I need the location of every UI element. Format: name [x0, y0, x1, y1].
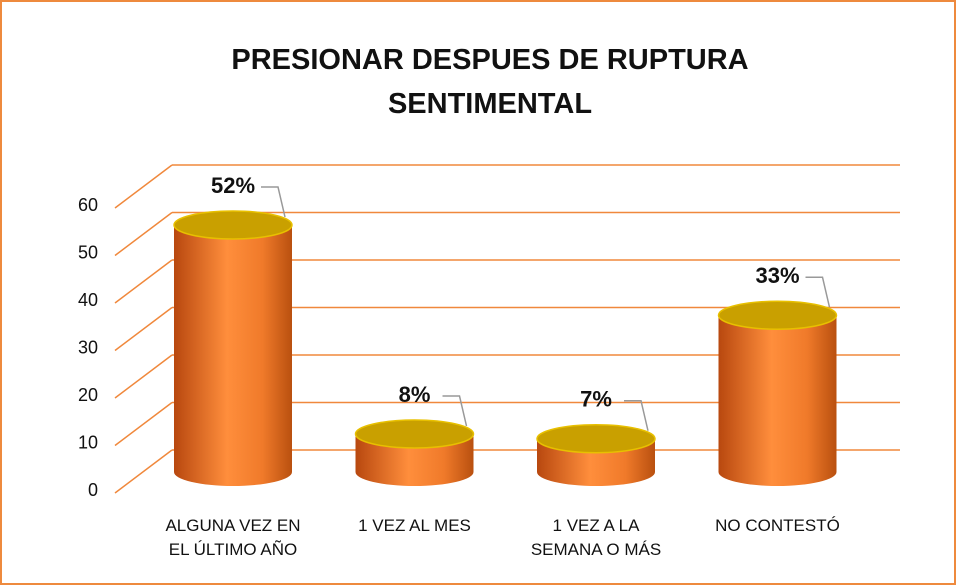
value-label: 8%	[399, 382, 431, 407]
floor-grid-line	[114, 211, 173, 257]
x-tick-label: NO CONTESTÓ	[715, 516, 840, 535]
cylinder-top	[354, 419, 475, 449]
cylinder-top	[173, 210, 293, 240]
y-tick-label: 10	[78, 432, 98, 452]
x-tick-label: ALGUNA VEZ EN EL ÚLTIMO AÑO	[165, 516, 301, 559]
floor-grid-line	[114, 449, 173, 494]
y-tick-label: 40	[78, 290, 98, 310]
cylinder	[536, 424, 656, 486]
cylinder-top	[536, 424, 656, 454]
y-tick-label: 20	[78, 385, 98, 405]
value-label: 7%	[580, 387, 612, 412]
cylinder-side	[174, 225, 292, 486]
leader-line	[442, 395, 468, 427]
floor-grid-line	[114, 401, 173, 447]
cylinder-side	[718, 315, 837, 486]
floor-grid-line	[114, 164, 173, 209]
chart-title: PRESIONAR DESPUES DE RUPTURA SENTIMENTAL	[231, 44, 749, 120]
x-tick-label: 1 VEZ A LA SEMANA O MÁS	[530, 516, 662, 559]
leader-line	[624, 400, 649, 431]
leader-line	[805, 276, 831, 308]
y-tick-label: 0	[88, 480, 98, 500]
y-tick-label: 30	[78, 337, 98, 357]
y-tick-label: 60	[78, 195, 98, 215]
floor-grid-line	[114, 354, 173, 399]
cylinder	[354, 419, 475, 486]
x-tick-label: 1 VEZ AL MES	[358, 516, 471, 535]
leader-line	[261, 186, 286, 218]
cylinder-side	[355, 434, 474, 486]
floor-grid-line	[114, 259, 173, 304]
cylinder	[173, 210, 293, 486]
value-label: 52%	[211, 173, 255, 198]
value-label: 33%	[755, 263, 799, 288]
cylinder-top	[717, 300, 838, 330]
cylinder	[717, 300, 838, 486]
floor-grid-line	[114, 306, 173, 352]
y-tick-label: 50	[78, 242, 98, 262]
